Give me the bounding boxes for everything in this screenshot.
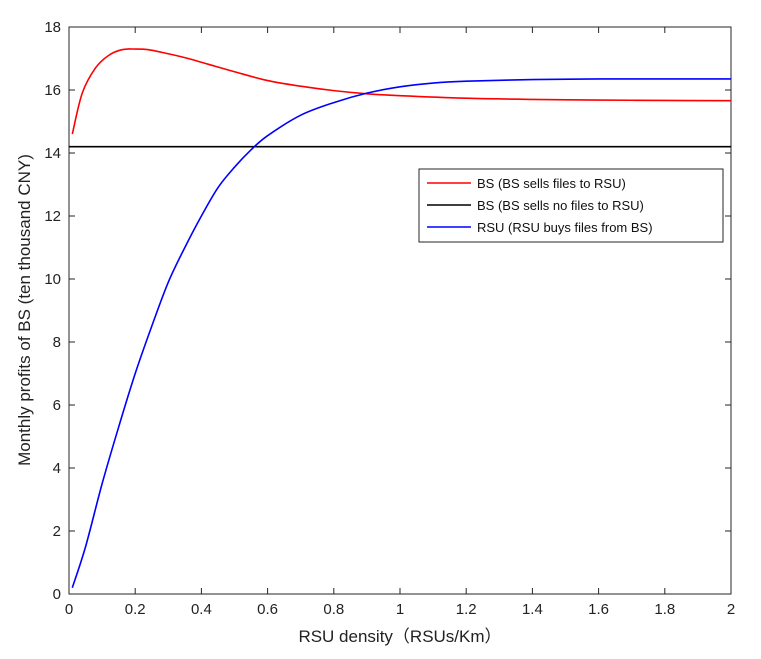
x-axis-label: RSU density（RSUs/Km） — [298, 627, 501, 646]
y-tick-label: 4 — [53, 460, 61, 477]
x-tick-label: 1.2 — [456, 601, 477, 618]
y-tick-label: 8 — [53, 334, 61, 351]
y-tick-label: 16 — [44, 82, 61, 99]
x-tick-label: 2 — [727, 601, 735, 618]
x-tick-label: 1.4 — [522, 601, 543, 618]
legend-entry-bs-sells: BS (BS sells files to RSU) — [477, 176, 626, 191]
y-tick-label: 12 — [44, 208, 61, 225]
series-lines — [69, 48, 732, 588]
x-tick-label: 1.6 — [588, 601, 609, 618]
y-tick-label: 0 — [53, 586, 61, 603]
x-tick-label: 0.6 — [257, 601, 278, 618]
legend-entry-bs-no-sell: BS (BS sells no files to RSU) — [477, 198, 644, 213]
x-tick-label: 1 — [396, 601, 404, 618]
legend-entry-rsu-buys: RSU (RSU buys files from BS) — [477, 220, 653, 235]
series-line-bs-sells — [71, 48, 732, 135]
y-tick-label: 18 — [44, 19, 61, 36]
x-tick-label: 1.8 — [654, 601, 675, 618]
x-tick-label: 0 — [65, 601, 73, 618]
plot-area — [68, 26, 732, 595]
x-tick-label: 0.2 — [125, 601, 146, 618]
y-tick-label: 6 — [53, 397, 61, 414]
legend: BS (BS sells files to RSU) BS (BS sells n… — [418, 168, 724, 243]
x-tick-label: 0.8 — [323, 601, 344, 618]
series-line-rsu-buys — [71, 78, 731, 588]
axis-ticks: 0 0.2 0.4 0.6 0.8 1 1.2 1.4 1.6 1.8 2 0 2 4 6 8 10 12 14 16… — [44, 19, 735, 618]
y-axis-label: Monthly profits of BS (ten thousand CNY) — [15, 154, 34, 466]
y-tick-label: 10 — [44, 271, 61, 288]
y-tick-label: 14 — [44, 145, 61, 162]
x-tick-label: 0.4 — [191, 601, 212, 618]
y-tick-label: 2 — [53, 523, 61, 540]
